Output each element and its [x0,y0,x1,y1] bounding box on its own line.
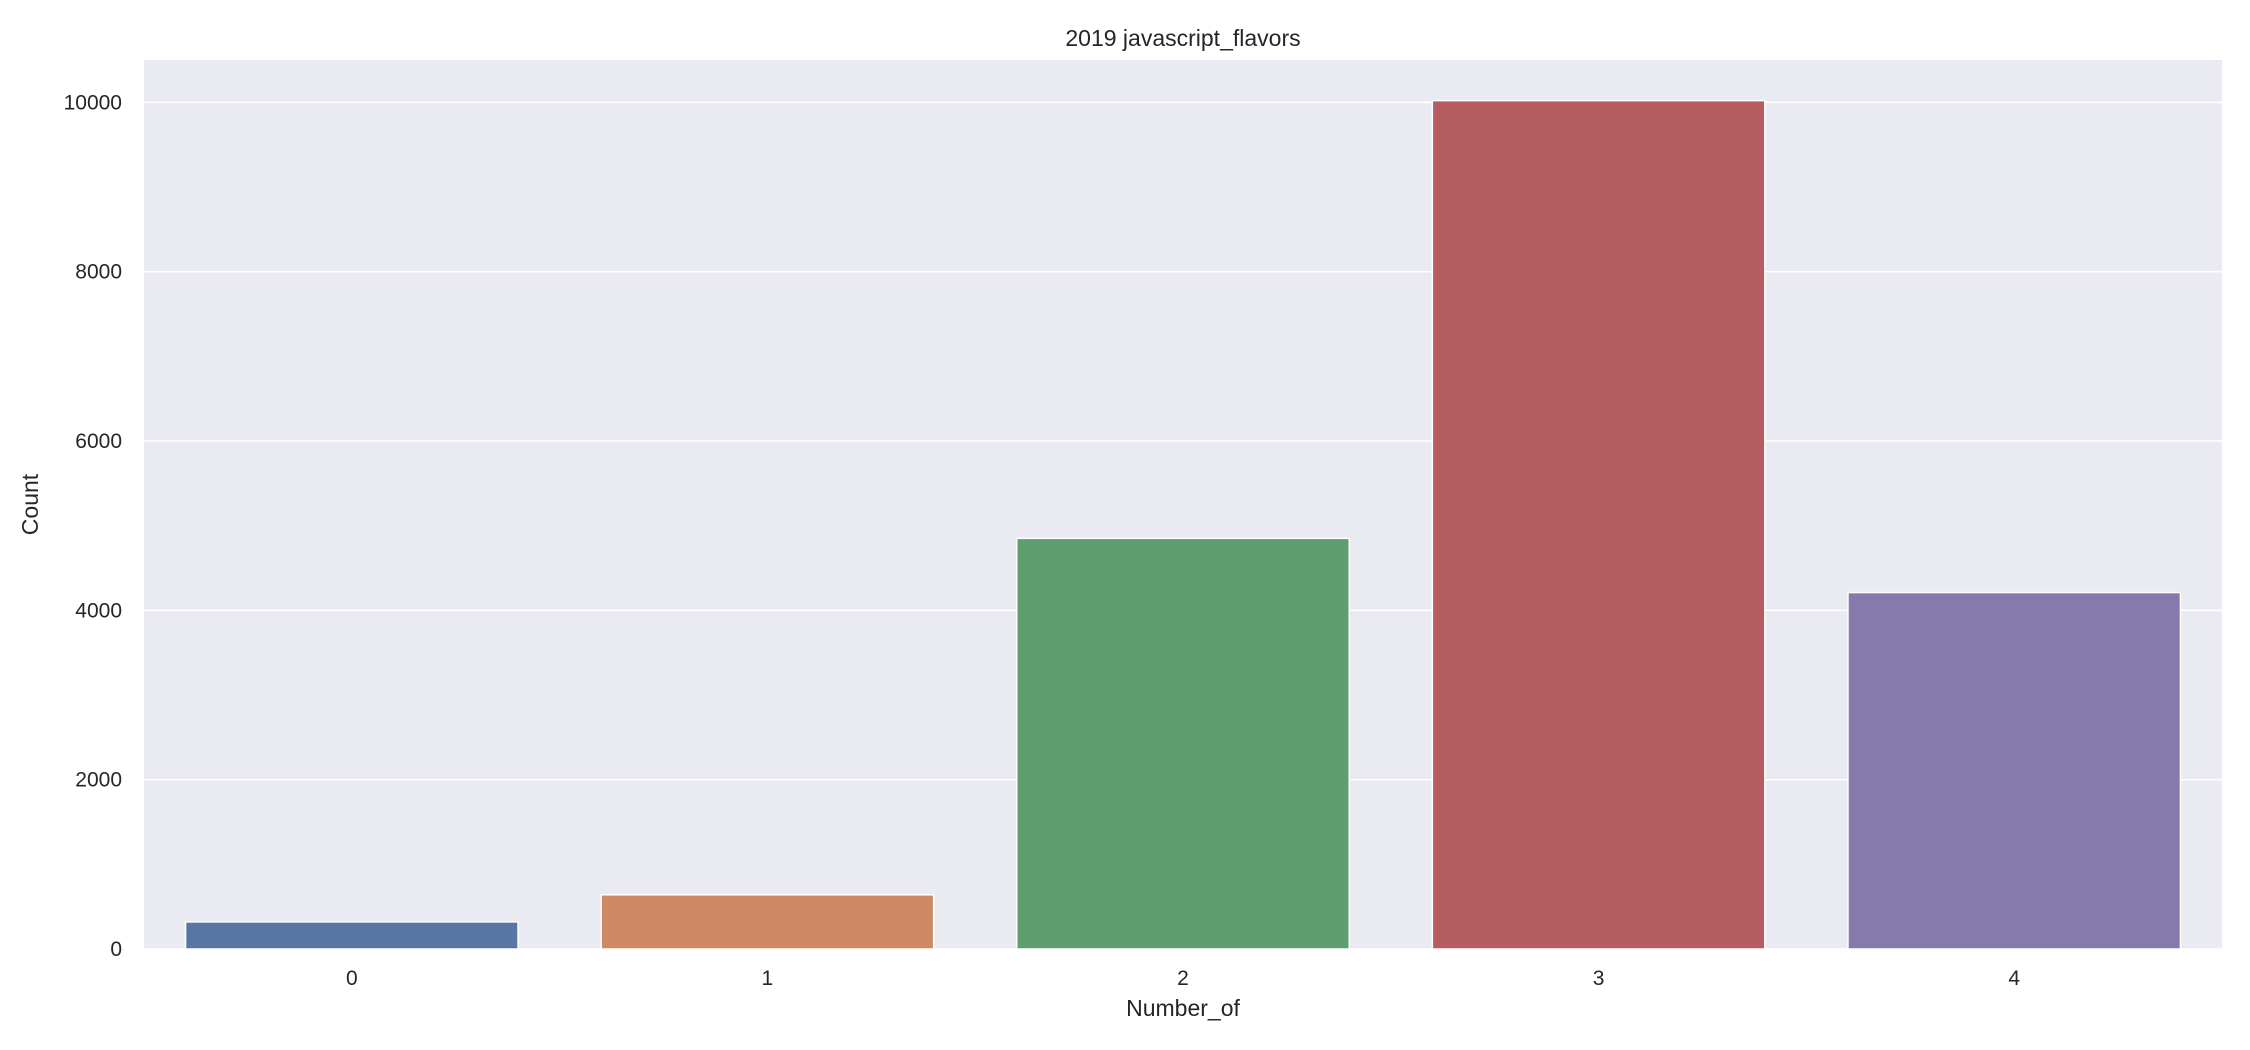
y-axis-title: Count [17,473,43,535]
y-tick-label: 8000 [75,261,122,284]
y-tick-label: 0 [110,938,122,961]
x-axis-ticks: 0 1 2 3 4 [346,967,2020,990]
bar-0 [184,921,519,950]
bar-3 [1431,99,1766,950]
bar-1 [600,894,935,950]
chart-title: 2019 javascript_flavors [1065,25,1300,51]
x-tick-label: 4 [2008,967,2020,990]
y-tick-label: 6000 [75,430,122,453]
bar-4 [1847,591,2182,950]
y-tick-label: 10000 [64,91,122,114]
x-tick-label: 1 [762,967,774,990]
y-tick-label: 2000 [75,769,122,792]
bar-2 [1016,537,1350,950]
bars [184,99,2182,950]
x-axis-title: Number_of [1126,995,1240,1021]
y-axis-ticks: 0 2000 4000 6000 8000 10000 [64,91,122,961]
y-tick-label: 4000 [75,599,122,622]
x-tick-label: 2 [1177,967,1189,990]
x-tick-label: 3 [1593,967,1605,990]
x-tick-label: 0 [346,967,358,990]
